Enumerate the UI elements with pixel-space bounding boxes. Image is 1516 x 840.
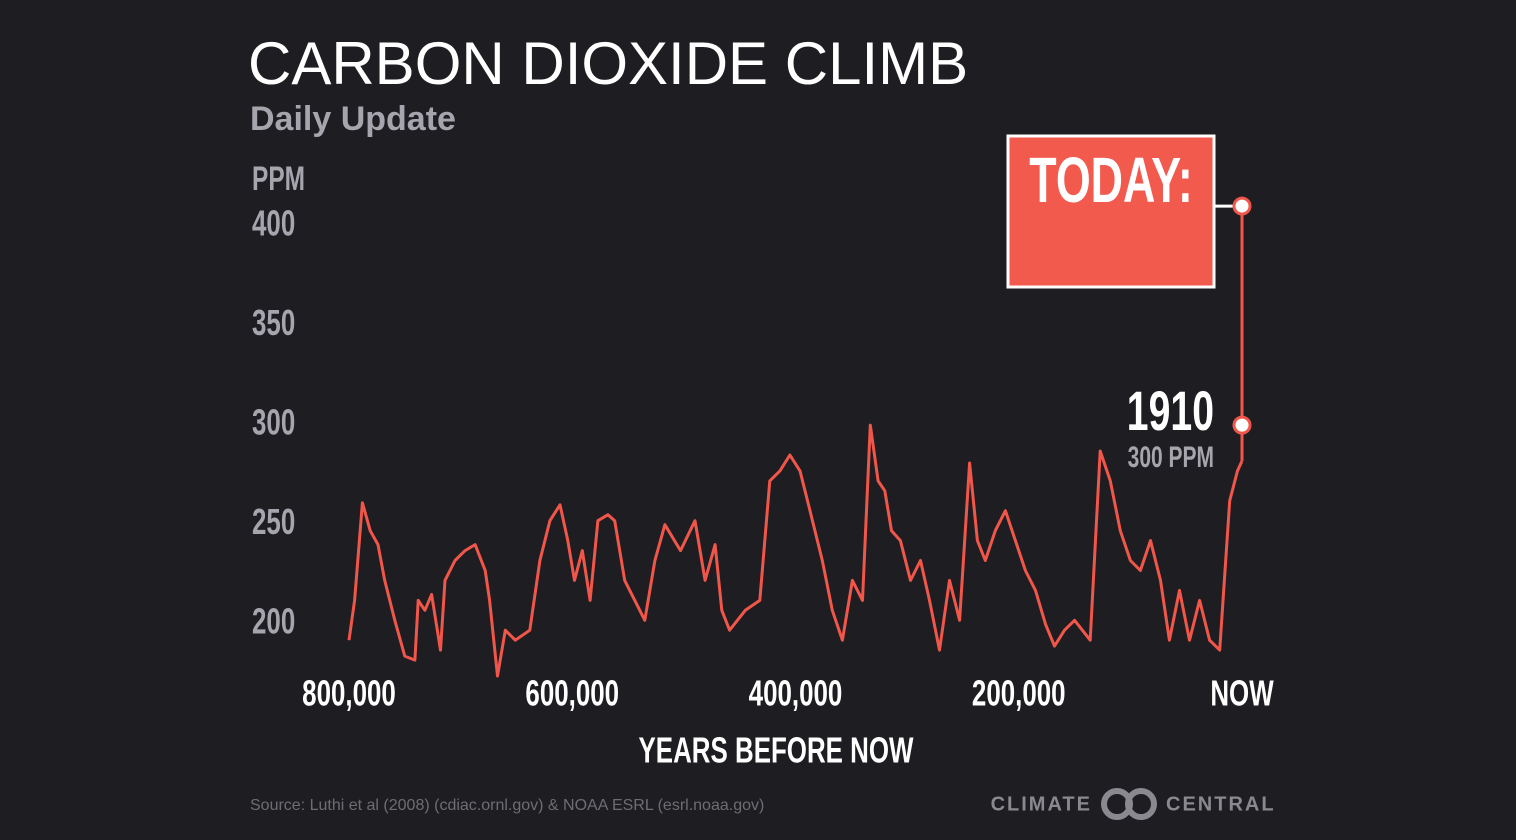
annotation-value: 300 PPM	[1128, 442, 1214, 474]
x-axis-label: YEARS BEFORE NOW	[639, 730, 914, 770]
logo-icon	[1101, 788, 1157, 820]
data-line	[347, 423, 1244, 678]
logo-text: CLIMATE	[991, 793, 1092, 815]
chart-title: CARBON DIOXIDE CLIMB	[248, 30, 968, 97]
y-tick-label: 300	[252, 402, 295, 442]
today-box	[1006, 134, 1216, 289]
annotation-point	[1232, 415, 1252, 435]
annotation-label: 1910	[1127, 380, 1214, 443]
y-tick-label: 400	[252, 203, 295, 243]
y-tick-label: 350	[252, 303, 295, 343]
source: Source: Luthi et al (2008) (cdiac.ornl.g…	[250, 797, 764, 814]
y-axis-label: PPM	[252, 160, 305, 198]
x-tick-label: 400,000	[749, 673, 843, 713]
x-tick-label: 600,000	[525, 673, 619, 713]
annotation-point	[1232, 196, 1252, 216]
y-tick-label: 250	[252, 502, 295, 542]
annotation-label: TODAY:	[1029, 144, 1192, 216]
x-tick-label: 800,000	[302, 673, 396, 713]
x-tick-label: 200,000	[972, 673, 1066, 713]
logo-text: CENTRAL	[1166, 793, 1276, 815]
x-tick-label: NOW	[1210, 673, 1274, 713]
y-tick-label: 200	[252, 602, 295, 642]
chart-subtitle: Daily Update	[250, 100, 456, 138]
